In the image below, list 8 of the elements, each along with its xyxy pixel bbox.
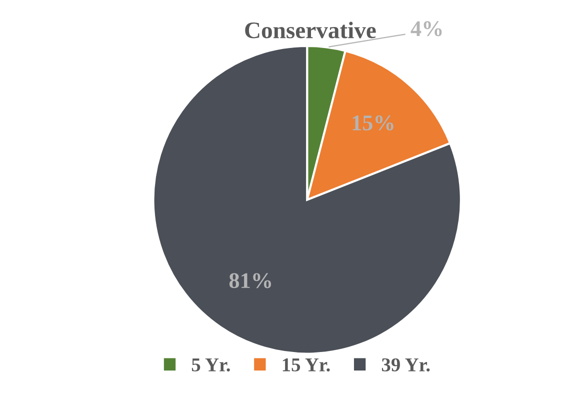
data-label: 15% [352, 115, 394, 130]
legend-label: 5 Yr. [192, 358, 230, 372]
data-label: 4% [410, 21, 442, 36]
legend-label: 15 Yr. [282, 358, 330, 372]
legend-label: 39 Yr. [382, 358, 430, 372]
chart-title: Conservative [245, 22, 376, 38]
data-label: 81% [229, 273, 272, 288]
pie-slice [152, 44, 462, 355]
